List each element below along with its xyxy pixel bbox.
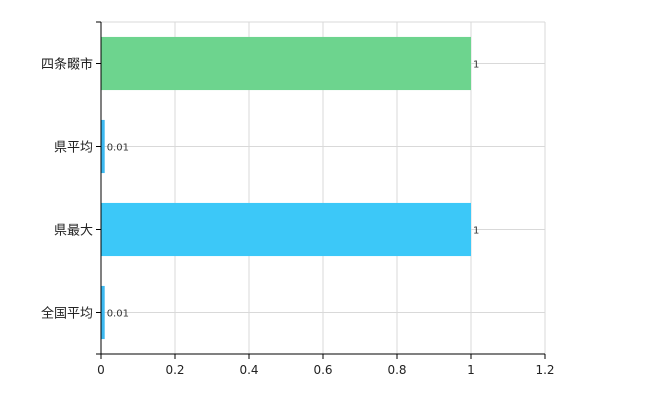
bar (101, 36, 471, 91)
category-label: 県平均 (54, 141, 93, 156)
axes (96, 21, 546, 359)
category-label: 全国平均 (41, 306, 93, 322)
value-label: 1 (473, 226, 479, 237)
category-label: 県最大 (54, 224, 93, 239)
bar (101, 285, 105, 340)
value-label: 0.01 (107, 309, 129, 320)
x-tick-label: 0.4 (239, 363, 258, 377)
x-tick-label: 1.2 (535, 363, 554, 377)
bars (101, 36, 471, 340)
category-label: 四条畷市 (41, 57, 93, 73)
value-label: 1 (473, 60, 479, 71)
x-tick-label: 0 (97, 363, 105, 377)
x-tick-label: 0.8 (387, 363, 406, 377)
x-tick-label: 1 (467, 363, 475, 377)
bar (101, 202, 471, 257)
x-tick-label: 0.6 (313, 363, 332, 377)
value-label: 0.01 (107, 143, 129, 154)
bar (101, 119, 105, 174)
x-tick-label: 0.2 (165, 363, 184, 377)
